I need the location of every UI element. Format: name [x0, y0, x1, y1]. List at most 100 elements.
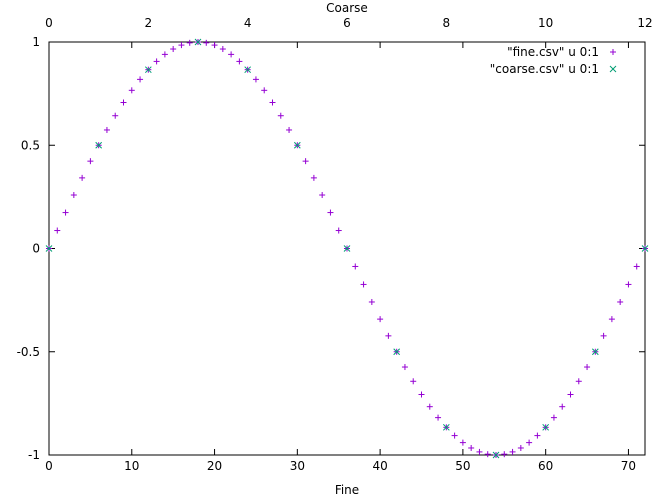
legend-label-fine: "fine.csv" u 0:1: [507, 45, 599, 59]
fine-point: [550, 414, 557, 421]
fine-point: [625, 281, 632, 288]
fine-point: [261, 87, 268, 94]
fine-point: [567, 391, 574, 398]
fine-point: [526, 439, 533, 446]
fine-point: [128, 87, 135, 94]
fine-point: [112, 112, 119, 119]
fine-point: [335, 227, 342, 234]
fine-point: [608, 316, 615, 323]
x2-tick-label: 6: [343, 16, 351, 30]
fine-point: [501, 451, 508, 458]
fine-point: [310, 174, 317, 181]
data-points: [45, 38, 649, 459]
fine-point: [87, 158, 94, 165]
coarse-point: [591, 348, 599, 356]
x-axis-title: Fine: [335, 483, 359, 497]
coarse-point: [641, 245, 649, 252]
fine-point: [236, 58, 243, 65]
legend-label-coarse: "coarse.csv" u 0:1: [490, 62, 599, 76]
fine-point: [228, 51, 235, 58]
coarse-point: [45, 245, 53, 252]
fine-point: [219, 46, 226, 53]
legend: "fine.csv" u 0:1 "coarse.csv" u 0:1: [490, 45, 617, 76]
x2-tick-label: 12: [637, 16, 652, 30]
y-tick-label: 0: [32, 242, 40, 256]
x2-axis-title: Coarse: [326, 1, 368, 15]
fine-point: [286, 126, 293, 133]
fine-point: [484, 451, 491, 458]
fine-point: [120, 99, 127, 106]
fine-point: [401, 364, 408, 371]
legend-marker-fine: [610, 49, 616, 55]
legend-cross-icon: [609, 65, 617, 73]
fine-point: [103, 126, 110, 133]
fine-point: [178, 42, 185, 49]
fine-point: [54, 227, 61, 234]
fine-point: [360, 281, 367, 288]
coarse-point: [343, 245, 351, 252]
fine-point: [559, 403, 566, 410]
fine-point: [385, 332, 392, 339]
x-tick-label: 50: [455, 459, 470, 473]
coarse-point: [492, 451, 500, 459]
fine-point: [62, 209, 69, 216]
fine-point: [170, 46, 177, 53]
coarse-point: [194, 38, 202, 46]
x-tick-label: 20: [207, 459, 222, 473]
fine-point: [319, 192, 326, 199]
coarse-point: [244, 66, 252, 74]
fine-point: [600, 332, 607, 339]
fine-point: [327, 209, 334, 216]
fine-point: [161, 51, 168, 58]
y-tick-label: 0.5: [21, 138, 40, 152]
fine-point: [269, 99, 276, 106]
fine-point: [79, 174, 86, 181]
fine-point: [137, 76, 144, 83]
fine-point: [186, 39, 193, 46]
y-tick-label: 1: [32, 35, 40, 49]
x2-tick-label: 8: [443, 16, 451, 30]
fine-point: [476, 448, 483, 455]
coarse-point: [95, 141, 103, 149]
x-tick-label: 70: [621, 459, 636, 473]
coarse-point: [393, 348, 401, 356]
fine-point: [468, 444, 475, 451]
fine-point: [410, 378, 417, 385]
coarse-point: [144, 66, 152, 74]
fine-point: [302, 158, 309, 165]
fine-point: [426, 403, 433, 410]
coarse-point: [542, 423, 550, 431]
x-tick-label: 0: [45, 459, 53, 473]
fine-point: [435, 414, 442, 421]
fine-point: [517, 444, 524, 451]
coarse-point: [442, 423, 450, 431]
fine-point: [534, 432, 541, 439]
x-tick-label: 40: [372, 459, 387, 473]
fine-point: [584, 364, 591, 371]
x2-tick-label: 2: [145, 16, 153, 30]
fine-point: [459, 439, 466, 446]
fine-point: [633, 263, 640, 270]
fine-point: [352, 263, 359, 270]
y-tick-label: -1: [28, 448, 40, 462]
x-tick-label: 60: [538, 459, 553, 473]
fine-point: [617, 298, 624, 305]
x-tick-label: 30: [290, 459, 305, 473]
fine-point: [252, 76, 259, 83]
fine-point: [277, 112, 284, 119]
fine-point: [509, 448, 516, 455]
x2-tick-label: 10: [538, 16, 553, 30]
fine-point: [575, 378, 582, 385]
fine-point: [203, 39, 210, 46]
coarse-point: [293, 141, 301, 149]
x2-tick-label: 0: [45, 16, 53, 30]
legend-plus-icon: [610, 49, 616, 55]
fine-point: [377, 316, 384, 323]
x-tick-label: 10: [124, 459, 139, 473]
fine-point: [451, 432, 458, 439]
tick-labels: 0 10 20 30 40 50 60 70 0 2 4 6 8 10 12 -1 -0.5 0 0.5 1: [17, 16, 653, 473]
x2-tick-label: 4: [244, 16, 252, 30]
y-tick-label: -0.5: [17, 345, 40, 359]
fine-point: [70, 192, 77, 199]
